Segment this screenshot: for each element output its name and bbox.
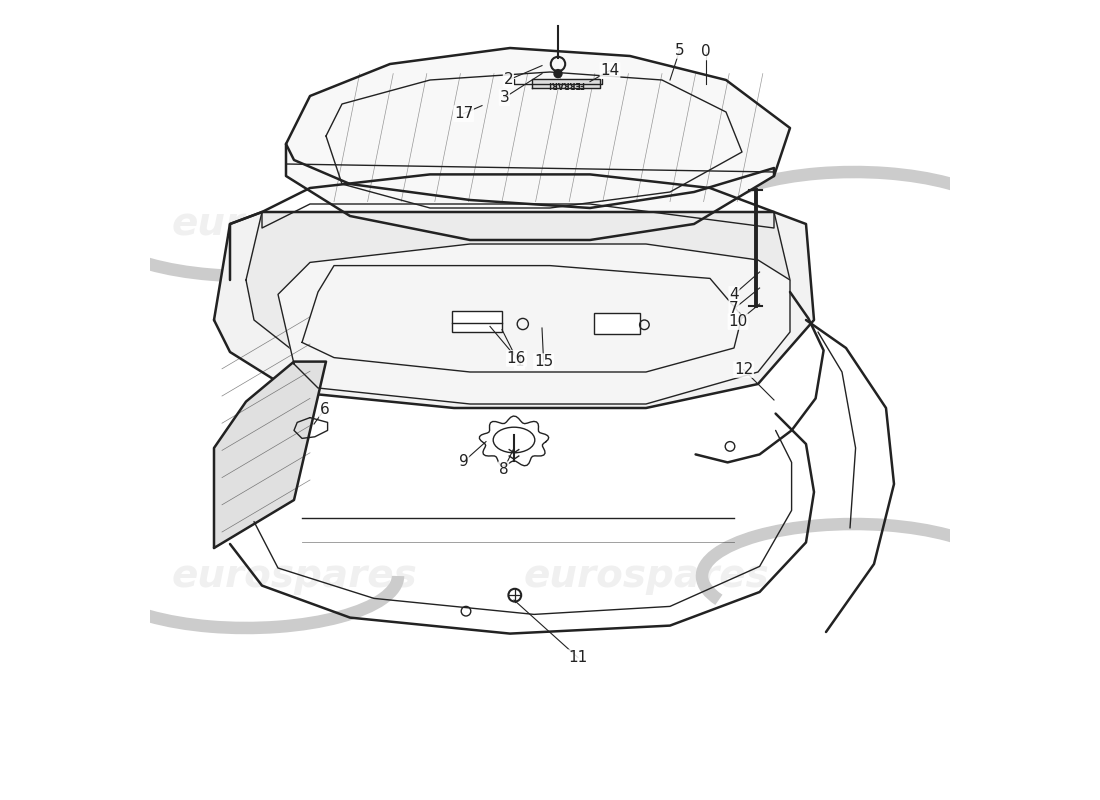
- Ellipse shape: [493, 427, 535, 453]
- Text: 1: 1: [515, 354, 525, 369]
- Text: 9: 9: [459, 454, 469, 469]
- Text: 17: 17: [454, 106, 473, 121]
- Bar: [452, 311, 502, 332]
- Polygon shape: [480, 416, 549, 466]
- Polygon shape: [246, 212, 790, 380]
- Text: eurospares: eurospares: [524, 205, 769, 243]
- Text: eurospares: eurospares: [172, 205, 417, 243]
- Text: 15: 15: [534, 354, 553, 369]
- Text: 6: 6: [319, 402, 329, 417]
- Text: 3: 3: [499, 90, 509, 105]
- Text: 0: 0: [701, 45, 711, 59]
- Text: 14: 14: [601, 63, 619, 78]
- Text: 16: 16: [507, 351, 526, 366]
- Text: 7: 7: [729, 302, 739, 316]
- Text: 8: 8: [498, 462, 508, 477]
- Text: 2: 2: [504, 73, 514, 87]
- Text: 5: 5: [674, 43, 684, 58]
- Polygon shape: [286, 48, 790, 240]
- Polygon shape: [278, 244, 790, 404]
- Text: FERRARI: FERRARI: [548, 79, 584, 88]
- Text: eurospares: eurospares: [524, 557, 769, 595]
- Text: eurospares: eurospares: [172, 557, 417, 595]
- Text: 4: 4: [729, 287, 739, 302]
- Text: 12: 12: [734, 362, 754, 377]
- Polygon shape: [214, 362, 326, 548]
- Circle shape: [554, 70, 562, 78]
- Polygon shape: [214, 212, 814, 408]
- Polygon shape: [532, 79, 600, 89]
- Bar: [594, 313, 640, 334]
- Text: 11: 11: [569, 650, 587, 665]
- Text: 10: 10: [728, 314, 748, 329]
